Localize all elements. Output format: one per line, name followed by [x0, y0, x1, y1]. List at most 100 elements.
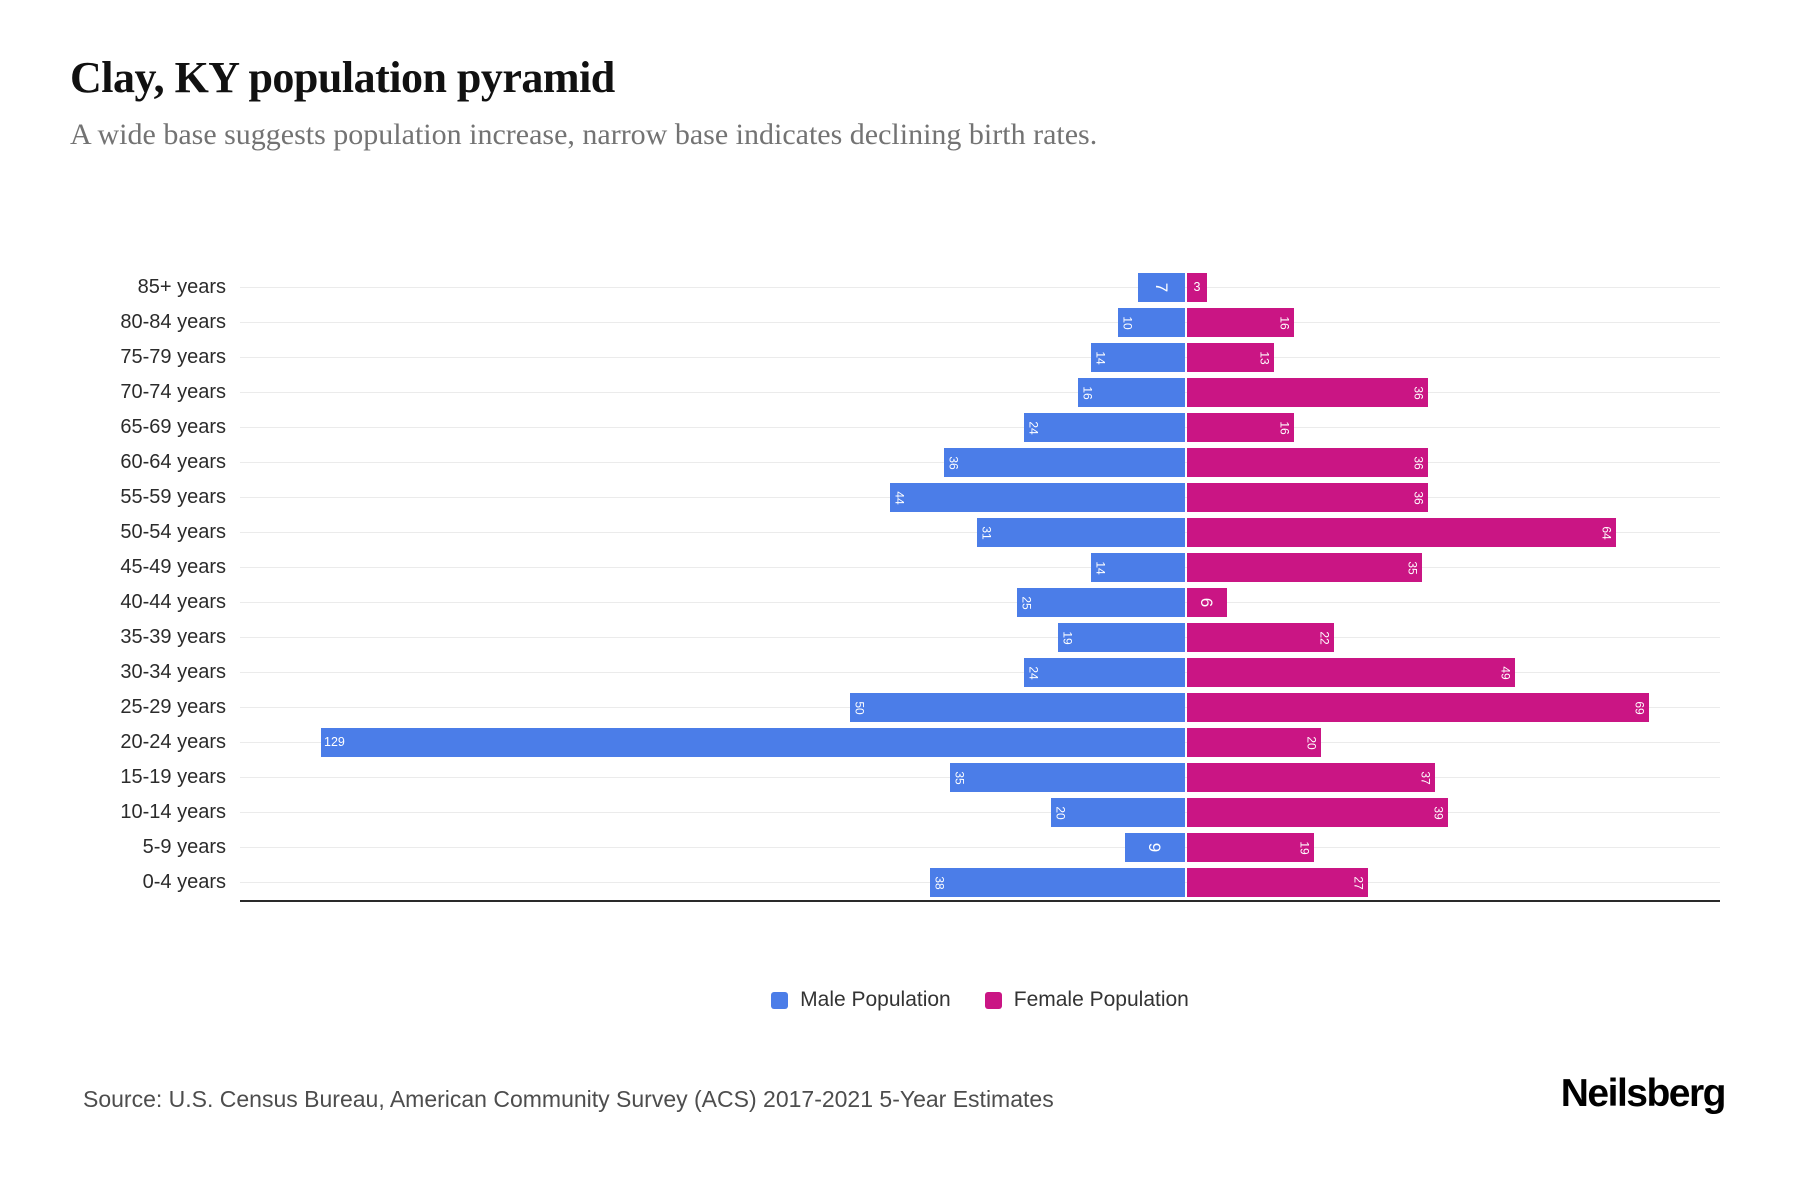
male-bar[interactable]: 35 — [950, 763, 1185, 792]
source-text: Source: U.S. Census Bureau, American Com… — [83, 1086, 1054, 1112]
male-bar[interactable]: 31 — [977, 518, 1185, 547]
male-bar[interactable]: 38 — [930, 868, 1185, 897]
male-bar[interactable]: 24 — [1024, 658, 1185, 687]
bar-value-label: 38 — [932, 875, 947, 890]
bar-value-label: 22 — [1317, 630, 1332, 645]
bar-value-label: 20 — [1053, 805, 1068, 820]
bar-value-label: 49 — [1498, 665, 1513, 680]
female-bar[interactable]: 64 — [1187, 518, 1616, 547]
male-bar[interactable]: 36 — [944, 448, 1185, 477]
pyramid-row: 60-64 years 36 36 — [0, 445, 1800, 480]
female-bar[interactable]: 16 — [1187, 413, 1294, 442]
gridline — [240, 637, 1720, 638]
age-group-label: 35-39 years — [120, 626, 226, 648]
female-bar[interactable]: 16 — [1187, 308, 1294, 337]
female-bar[interactable]: 3 — [1187, 273, 1207, 302]
row-track: 25 6 — [240, 585, 1720, 620]
male-bar[interactable]: 19 — [1058, 623, 1185, 652]
male-bar[interactable]: 14 — [1091, 553, 1185, 582]
age-group-label: 65-69 years — [120, 416, 226, 438]
row-track: 50 69 — [240, 690, 1720, 725]
male-bar[interactable]: 10 — [1118, 308, 1185, 337]
gridline — [240, 322, 1720, 323]
female-bar[interactable]: 36 — [1187, 378, 1428, 407]
female-bar[interactable]: 6 — [1187, 588, 1227, 617]
bar-value-label: 6 — [1197, 597, 1217, 608]
female-bar[interactable]: 13 — [1187, 343, 1274, 372]
gridline — [240, 392, 1720, 393]
female-bar[interactable]: 37 — [1187, 763, 1435, 792]
pyramid-row: 5-9 years 9 19 — [0, 830, 1800, 865]
pyramid-row: 65-69 years 24 16 — [0, 410, 1800, 445]
pyramid-row: 30-34 years 24 49 — [0, 655, 1800, 690]
pyramid-row: 0-4 years 38 27 — [0, 865, 1800, 900]
bar-value-label: 19 — [1297, 840, 1312, 855]
legend-swatch-icon — [984, 991, 1002, 1009]
female-bar[interactable]: 36 — [1187, 448, 1428, 477]
female-bar[interactable]: 39 — [1187, 798, 1448, 827]
footer: Source: U.S. Census Bureau, American Com… — [83, 1072, 1727, 1116]
pyramid-row: 15-19 years 35 37 — [0, 760, 1800, 795]
bar-value-label: 36 — [1411, 385, 1426, 400]
male-bar[interactable]: 44 — [890, 483, 1185, 512]
bar-value-label: 25 — [1019, 595, 1034, 610]
legend-swatch-icon — [771, 991, 789, 1009]
female-bar[interactable]: 69 — [1187, 693, 1649, 722]
population-pyramid-chart: 85+ years 7 3 80-84 years 10 16 75-79 years 14 1… — [0, 270, 1800, 902]
pyramid-row: 35-39 years 19 22 — [0, 620, 1800, 655]
legend-item-male[interactable]: Male Population — [771, 988, 951, 1012]
age-group-label: 10-14 years — [120, 801, 226, 823]
row-track: 14 35 — [240, 550, 1720, 585]
male-bar[interactable]: 50 — [850, 693, 1185, 722]
legend-item-female[interactable]: Female Population — [984, 988, 1189, 1012]
age-group-label: 40-44 years — [120, 591, 226, 613]
male-bar[interactable]: 9 — [1125, 833, 1185, 862]
age-group-label: 60-64 years — [120, 451, 226, 473]
page-title: Clay, KY population pyramid — [70, 53, 615, 102]
age-group-label: 70-74 years — [120, 381, 226, 403]
female-bar[interactable]: 20 — [1187, 728, 1321, 757]
bar-value-label: 14 — [1093, 560, 1108, 575]
female-bar[interactable]: 22 — [1187, 623, 1334, 652]
bar-value-label: 39 — [1431, 805, 1446, 820]
gridline — [240, 672, 1720, 673]
bar-value-label: 9 — [1145, 842, 1165, 853]
age-group-label: 5-9 years — [142, 836, 226, 858]
row-track: 44 36 — [240, 480, 1720, 515]
bar-value-label: 10 — [1120, 315, 1135, 330]
page-subtitle: A wide base suggests population increase… — [70, 118, 1098, 151]
male-bar[interactable]: 14 — [1091, 343, 1185, 372]
gridline — [240, 427, 1720, 428]
male-bar[interactable]: 16 — [1078, 378, 1185, 407]
age-group-label: 55-59 years — [120, 486, 226, 508]
male-bar[interactable]: 7 — [1138, 273, 1185, 302]
female-bar[interactable]: 36 — [1187, 483, 1428, 512]
bar-value-label: 129 — [324, 735, 345, 749]
female-bar[interactable]: 19 — [1187, 833, 1314, 862]
row-track: 16 36 — [240, 375, 1720, 410]
gridline — [240, 602, 1720, 603]
bar-value-label: 3 — [1193, 280, 1201, 294]
bar-value-label: 27 — [1351, 875, 1366, 890]
pyramid-row: 10-14 years 20 39 — [0, 795, 1800, 830]
male-bar[interactable]: 25 — [1017, 588, 1185, 617]
bar-value-label: 44 — [892, 490, 907, 505]
pyramid-row: 75-79 years 14 13 — [0, 340, 1800, 375]
male-bar[interactable]: 24 — [1024, 413, 1185, 442]
age-group-label: 25-29 years — [120, 696, 226, 718]
female-bar[interactable]: 49 — [1187, 658, 1515, 687]
male-bar[interactable]: 129 — [321, 728, 1185, 757]
female-bar[interactable]: 35 — [1187, 553, 1422, 582]
gridline — [240, 567, 1720, 568]
x-axis-line — [240, 900, 1720, 902]
age-group-label: 15-19 years — [120, 766, 226, 788]
row-track: 129 20 — [240, 725, 1720, 760]
male-bar[interactable]: 20 — [1051, 798, 1185, 827]
female-bar[interactable]: 27 — [1187, 868, 1368, 897]
neilsberg-logo: Neilsberg — [1560, 1072, 1727, 1115]
age-group-label: 80-84 years — [120, 311, 226, 333]
bar-value-label: 37 — [1418, 770, 1433, 785]
chart-rows: 85+ years 7 3 80-84 years 10 16 75-79 years 14 1… — [0, 270, 1800, 900]
legend-label: Male Population — [800, 988, 951, 1011]
